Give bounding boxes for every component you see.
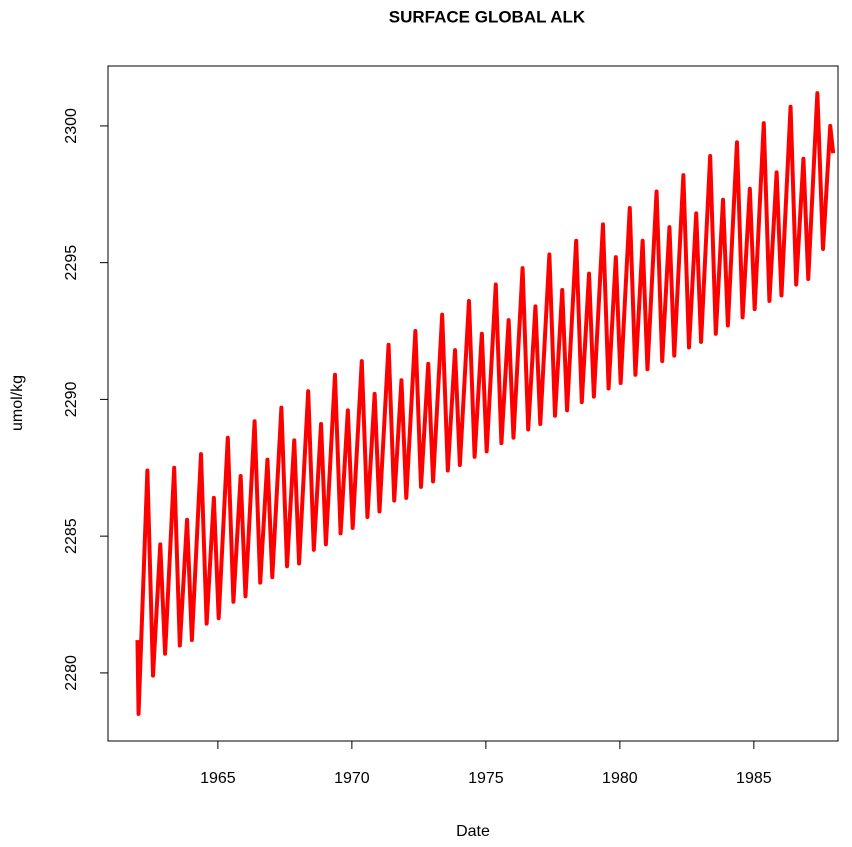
y-tick-label: 2285 [63, 518, 80, 554]
x-tick-label: 1980 [602, 770, 638, 787]
x-tick-label: 1965 [200, 770, 236, 787]
x-axis-label: Date [456, 823, 490, 840]
y-axis-label: umol/kg [9, 375, 26, 431]
data-line [135, 91, 836, 716]
y-tick-label: 2280 [63, 655, 80, 691]
chart-title: SURFACE GLOBAL ALK [389, 7, 586, 26]
plot-frame [107, 65, 839, 742]
y-tick-label: 2290 [63, 381, 80, 417]
x-tick-label: 1975 [468, 770, 504, 787]
y-tick-label: 2300 [63, 108, 80, 144]
x-tick-label: 1970 [334, 770, 370, 787]
x-tick-label: 1985 [736, 770, 772, 787]
y-tick-label: 2295 [63, 245, 80, 281]
